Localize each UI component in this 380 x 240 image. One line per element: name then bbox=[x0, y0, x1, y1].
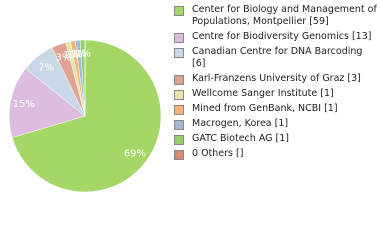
legend-label: Mined from GenBank, NCBI [1] bbox=[192, 103, 338, 114]
pie-slice bbox=[8, 68, 86, 138]
slice-label: 69% bbox=[124, 148, 146, 159]
legend-item: GATC Biotech AG [1] bbox=[172, 133, 377, 145]
legend-label: Macrogen, Korea [1] bbox=[192, 118, 289, 129]
slice-label: 1% bbox=[75, 49, 91, 60]
legend-item: Karl-Franzens University of Graz [3] bbox=[172, 73, 377, 85]
legend-swatch bbox=[174, 135, 184, 145]
legend-label: Karl-Franzens University of Graz [3] bbox=[192, 73, 361, 84]
legend-label: Centre for Biodiversity Genomics [13] bbox=[192, 31, 372, 42]
legend-label: GATC Biotech AG [1] bbox=[192, 133, 289, 144]
legend-swatch bbox=[174, 75, 184, 85]
legend-swatch bbox=[174, 33, 184, 43]
legend: Center for Biology and Management of Pop… bbox=[172, 4, 377, 163]
legend-swatch bbox=[174, 48, 184, 58]
legend-item: 0 Others [] bbox=[172, 148, 377, 160]
legend-item: Macrogen, Korea [1] bbox=[172, 118, 377, 130]
legend-swatch bbox=[174, 90, 184, 100]
legend-item: Mined from GenBank, NCBI [1] bbox=[172, 103, 377, 115]
legend-item: Wellcome Sanger Institute [1] bbox=[172, 88, 377, 100]
legend-item: Canadian Centre for DNA Barcoding [6] bbox=[172, 46, 377, 70]
legend-label: Center for Biology and Management of Pop… bbox=[192, 4, 377, 27]
legend-swatch bbox=[174, 6, 184, 16]
legend-item: Center for Biology and Management of Pop… bbox=[172, 4, 377, 28]
slice-label: 1% bbox=[71, 49, 87, 60]
legend-label: Wellcome Sanger Institute [1] bbox=[192, 88, 334, 99]
slice-label: 7% bbox=[38, 62, 54, 73]
slice-label: 1% bbox=[67, 49, 83, 60]
legend-swatch bbox=[174, 150, 184, 160]
legend-swatch bbox=[174, 105, 184, 115]
slice-label: 1% bbox=[63, 50, 79, 61]
legend-swatch bbox=[174, 120, 184, 130]
legend-label: 0 Others [] bbox=[192, 148, 244, 159]
pie-chart: 69% 15% 7%3%1%1%1%1% bbox=[8, 39, 162, 193]
legend-item: Centre for Biodiversity Genomics [13] bbox=[172, 31, 377, 43]
pie-slice bbox=[11, 39, 162, 193]
legend-label: Canadian Centre for DNA Barcoding [6] bbox=[192, 46, 363, 69]
slice-label: 15% bbox=[13, 99, 35, 110]
slice-label: 3% bbox=[56, 53, 72, 64]
